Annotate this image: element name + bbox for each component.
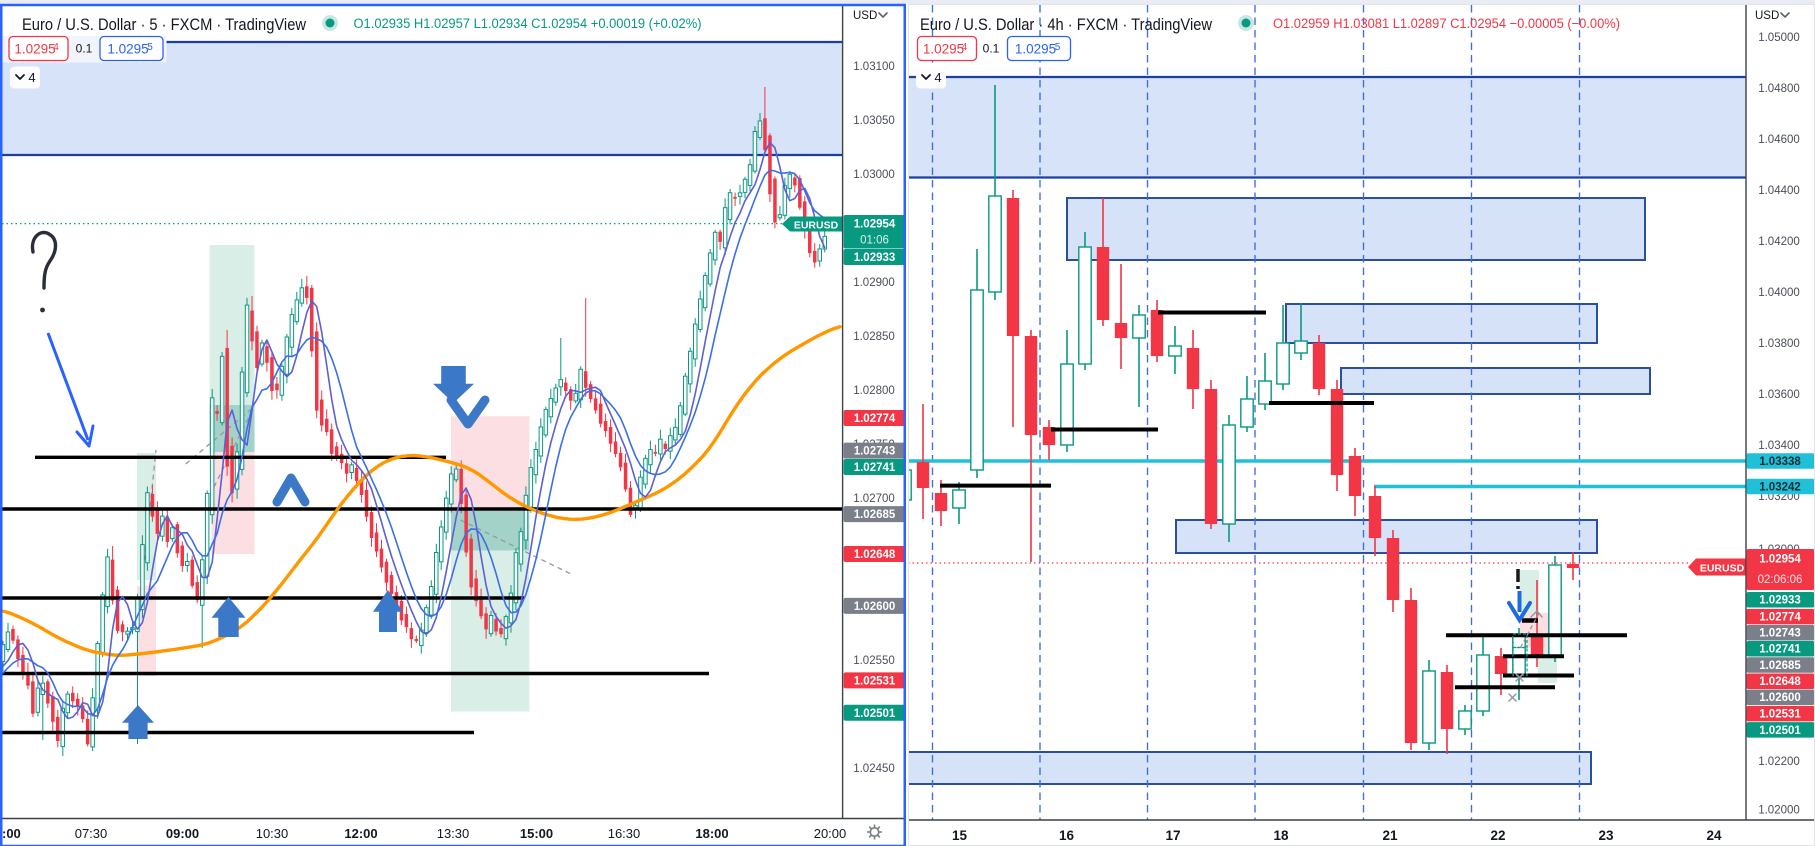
- svg-text:USD: USD: [1755, 10, 1779, 22]
- svg-text:1.02600: 1.02600: [1759, 692, 1801, 704]
- svg-text:16:30: 16:30: [608, 826, 641, 841]
- svg-text:1.03800: 1.03800: [1758, 338, 1800, 350]
- svg-text:1.03242: 1.03242: [1759, 482, 1801, 494]
- svg-text:4: 4: [53, 42, 59, 53]
- svg-text:23: 23: [1598, 828, 1614, 843]
- svg-text:1.02501: 1.02501: [1759, 725, 1801, 737]
- svg-text:17: 17: [1165, 828, 1180, 843]
- svg-text:1.04000: 1.04000: [1758, 287, 1800, 299]
- svg-text:1.03400: 1.03400: [1758, 440, 1800, 452]
- svg-text:1.03100: 1.03100: [853, 61, 895, 73]
- svg-text:1.0295: 1.0295: [1015, 42, 1056, 57]
- svg-text:1.02850: 1.02850: [853, 331, 895, 343]
- svg-text:Euro / U.S. Dollar · 4h · FXCM: Euro / U.S. Dollar · 4h · FXCM · Trading…: [920, 15, 1213, 34]
- svg-text:07:30: 07:30: [75, 826, 108, 841]
- svg-text:EURUSD: EURUSD: [1700, 563, 1745, 575]
- svg-text:1.02774: 1.02774: [1759, 612, 1801, 624]
- svg-text:18: 18: [1273, 828, 1289, 843]
- svg-text:1.02743: 1.02743: [854, 446, 896, 458]
- svg-text:1.02774: 1.02774: [854, 413, 896, 425]
- svg-text:1.02501: 1.02501: [854, 708, 896, 720]
- svg-text:1.02648: 1.02648: [1759, 676, 1801, 688]
- svg-text:1.02000: 1.02000: [1758, 805, 1800, 817]
- svg-text:18:00: 18:00: [695, 826, 728, 841]
- svg-text:1.02600: 1.02600: [854, 601, 896, 613]
- svg-text:EURUSD: EURUSD: [794, 220, 839, 232]
- svg-text:1.02743: 1.02743: [1759, 628, 1801, 640]
- svg-text:1.02700: 1.02700: [853, 493, 895, 505]
- svg-text:1.05000: 1.05000: [1758, 32, 1800, 44]
- svg-text:1.04800: 1.04800: [1758, 83, 1800, 95]
- svg-text:1.02685: 1.02685: [854, 509, 896, 521]
- svg-text:USD: USD: [853, 10, 877, 22]
- svg-text:1.02933: 1.02933: [854, 252, 896, 264]
- svg-text:Euro / U.S. Dollar · 5 · FXCM: Euro / U.S. Dollar · 5 · FXCM · TradingV…: [22, 15, 307, 34]
- svg-text:5: 5: [147, 42, 153, 53]
- svg-text:1.02550: 1.02550: [853, 655, 895, 667]
- svg-text:0.1: 0.1: [983, 42, 1000, 56]
- svg-text:1.0295: 1.0295: [107, 42, 148, 57]
- svg-text:01:06: 01:06: [860, 235, 889, 247]
- svg-text:1.04200: 1.04200: [1758, 236, 1800, 248]
- svg-text:4: 4: [28, 70, 35, 85]
- svg-text:1.0295: 1.0295: [14, 42, 55, 57]
- svg-text:16: 16: [1059, 828, 1075, 843]
- svg-text:1.02954: 1.02954: [1759, 554, 1801, 566]
- svg-text:O1.02959 H1.03081 L1.02897: O1.02959 H1.03081 L1.02897 C1.02954 −0.0…: [1273, 16, 1620, 31]
- svg-text:22: 22: [1490, 828, 1505, 843]
- svg-text:0.1: 0.1: [76, 42, 93, 56]
- svg-text:1.02741: 1.02741: [854, 462, 896, 474]
- svg-text:13:30: 13:30: [437, 826, 470, 841]
- svg-text:1.0295: 1.0295: [923, 42, 964, 57]
- svg-text:1.04400: 1.04400: [1758, 185, 1800, 197]
- svg-text:4: 4: [934, 70, 941, 85]
- svg-text:1.02900: 1.02900: [853, 277, 895, 289]
- svg-text:1.02531: 1.02531: [1759, 709, 1801, 721]
- svg-text:1.02685: 1.02685: [1759, 660, 1801, 672]
- svg-text:1.03600: 1.03600: [1758, 389, 1800, 401]
- svg-text:09:00: 09:00: [166, 826, 199, 841]
- svg-text:1.02648: 1.02648: [854, 549, 896, 561]
- svg-text:15: 15: [952, 828, 968, 843]
- svg-text:1.02200: 1.02200: [1758, 756, 1800, 768]
- svg-text:12:00: 12:00: [344, 826, 377, 841]
- svg-text:1.02450: 1.02450: [853, 763, 895, 775]
- svg-text::00: :00: [2, 826, 21, 841]
- svg-text:1.02800: 1.02800: [853, 385, 895, 397]
- svg-text:02:06:06: 02:06:06: [1758, 574, 1803, 586]
- svg-text:21: 21: [1382, 828, 1398, 843]
- svg-text:1.03000: 1.03000: [853, 169, 895, 181]
- svg-text:1.02531: 1.02531: [854, 675, 896, 687]
- svg-text:1.04600: 1.04600: [1758, 134, 1800, 146]
- svg-text:1.02933: 1.02933: [1759, 595, 1801, 607]
- svg-text:1.02954: 1.02954: [854, 219, 896, 231]
- svg-text:24: 24: [1706, 828, 1722, 843]
- svg-text:15:00: 15:00: [520, 826, 553, 841]
- svg-text:1.03050: 1.03050: [853, 115, 895, 127]
- svg-text:4: 4: [962, 42, 968, 53]
- svg-text:5: 5: [1055, 42, 1061, 53]
- svg-text:O1.02935 H1.02957 L1.02934: O1.02935 H1.02957 L1.02934 C1.02954 +0.0…: [354, 16, 702, 31]
- svg-text:10:30: 10:30: [256, 826, 289, 841]
- svg-text:20:00: 20:00: [814, 826, 847, 841]
- svg-text:1.03338: 1.03338: [1759, 456, 1801, 468]
- svg-text:1.02741: 1.02741: [1759, 644, 1801, 656]
